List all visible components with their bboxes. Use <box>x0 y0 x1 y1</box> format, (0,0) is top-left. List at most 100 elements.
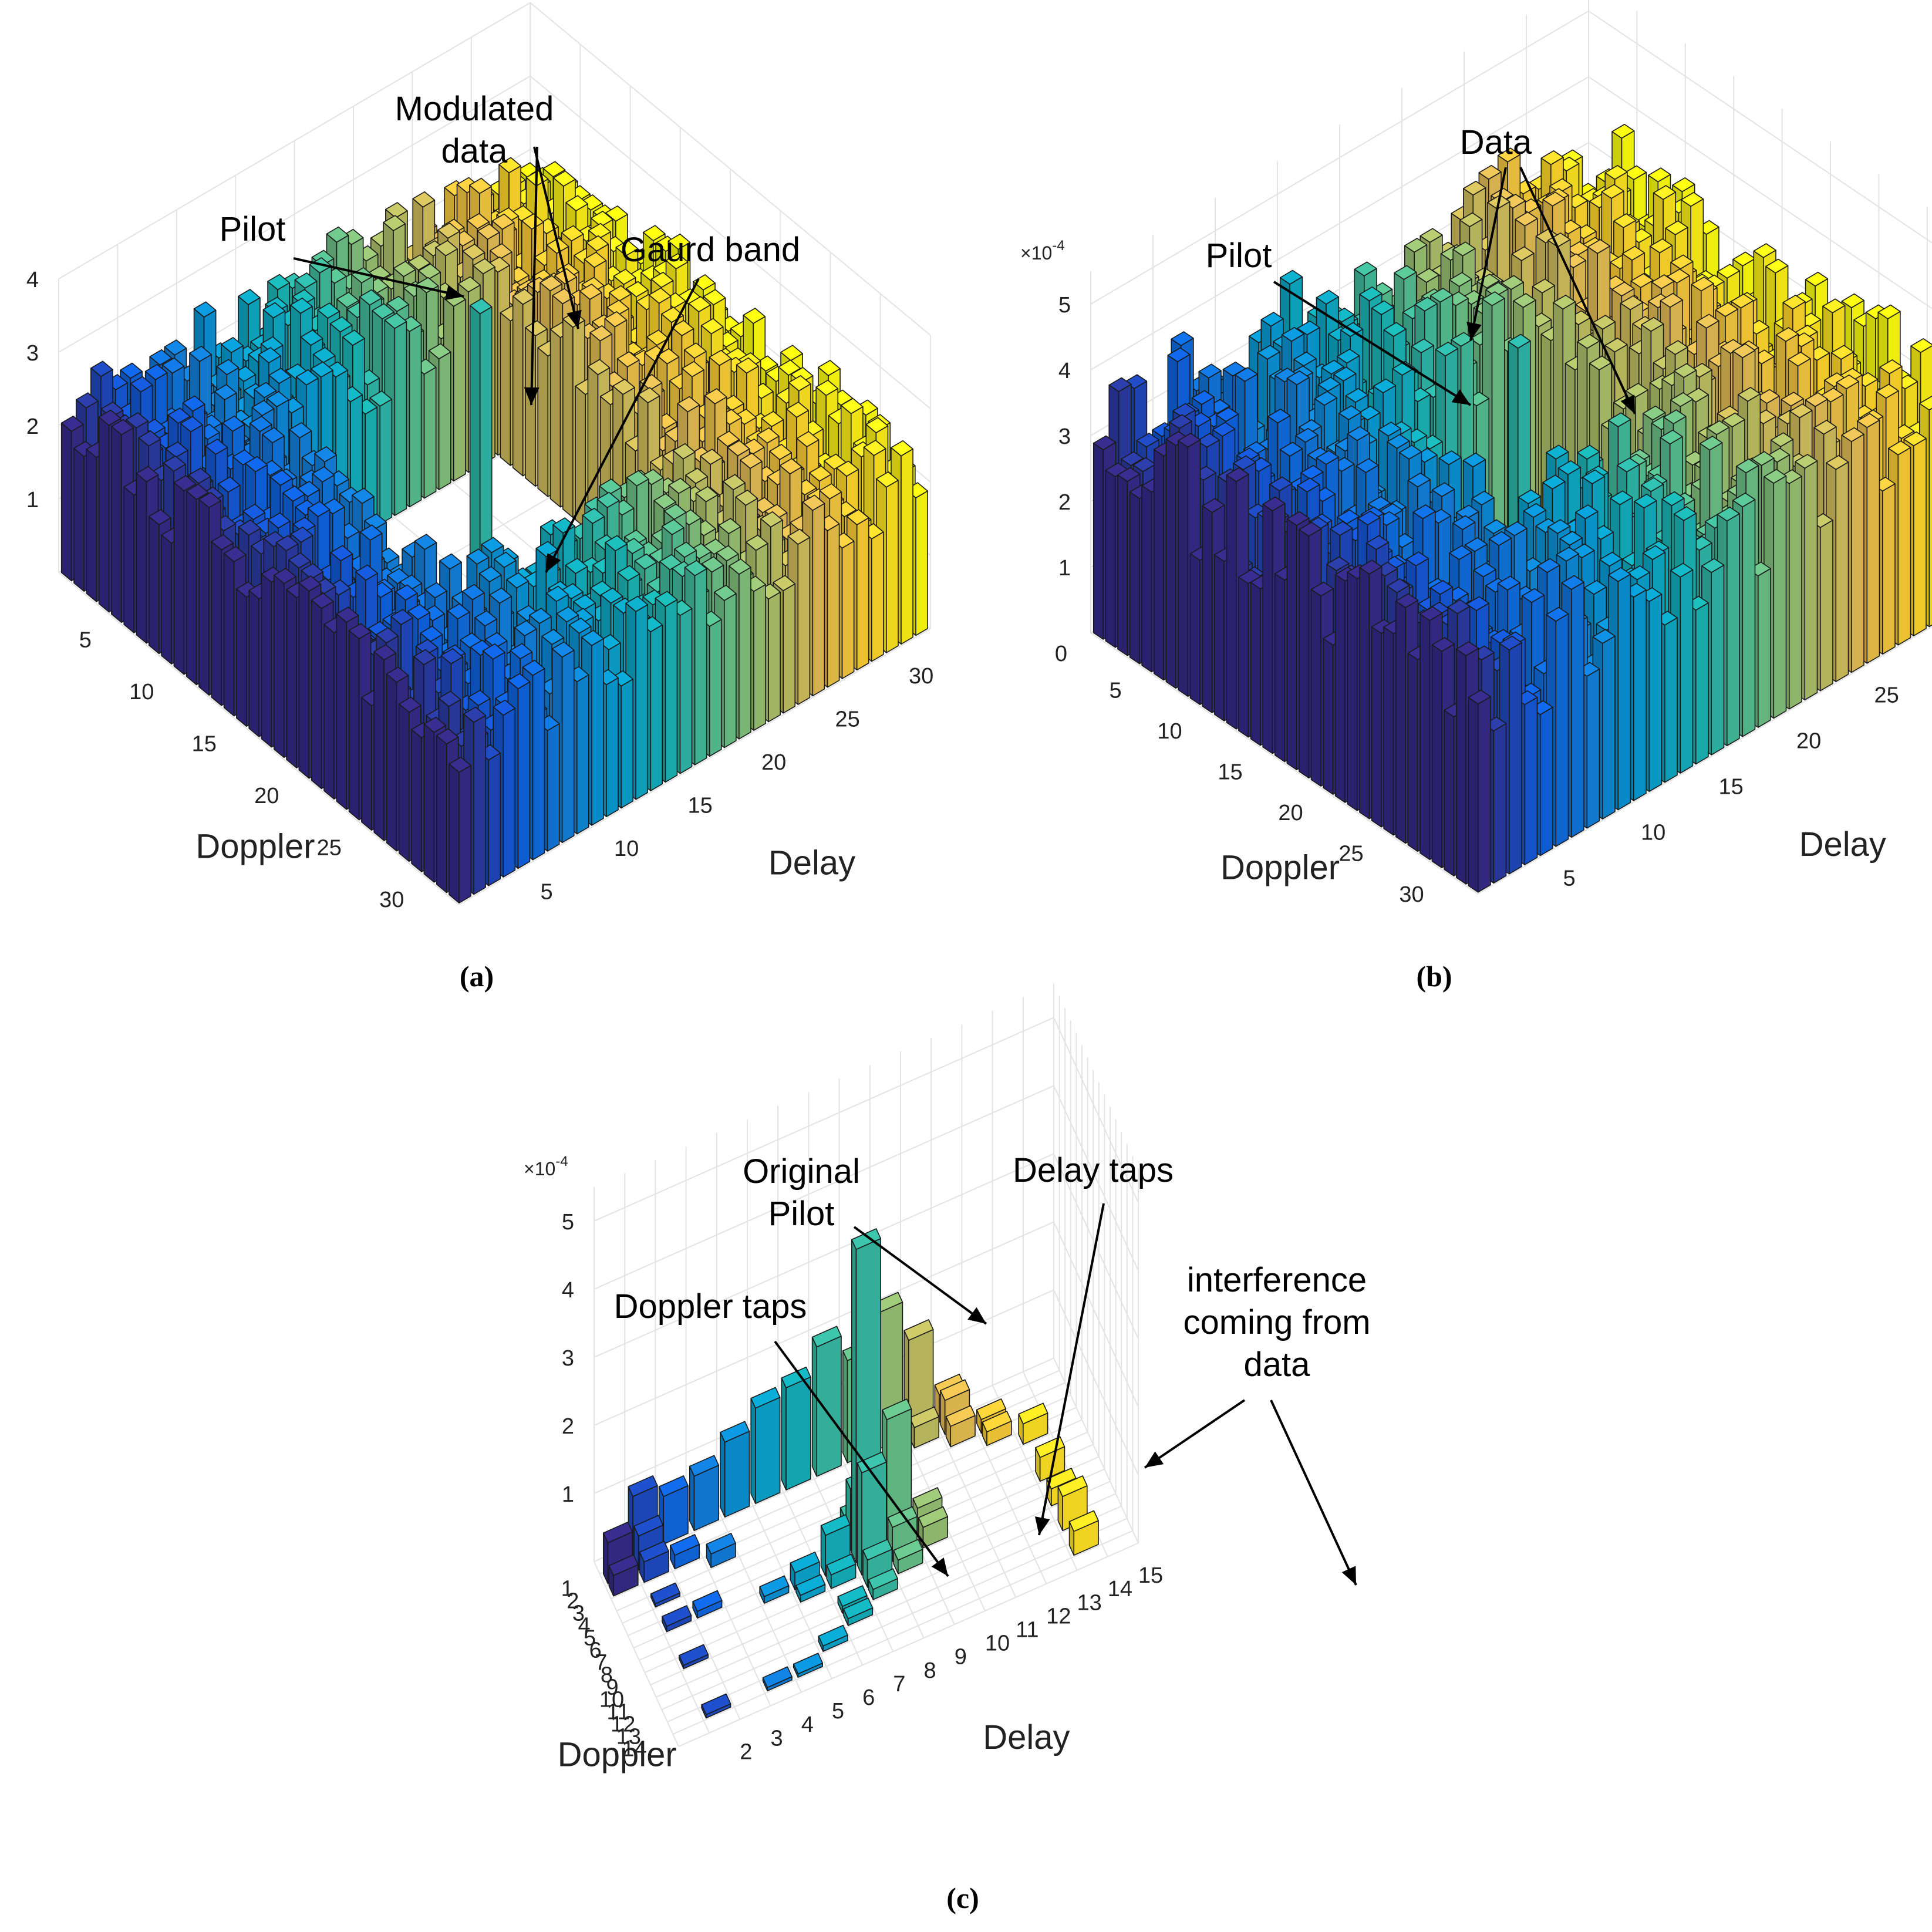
bar-face <box>841 541 855 679</box>
delay-tick-label: 30 <box>909 664 933 689</box>
bar-face <box>626 281 649 298</box>
bar-face <box>407 254 431 271</box>
bar-face <box>373 651 385 841</box>
bar-face <box>723 593 737 748</box>
bar-face <box>438 351 451 490</box>
bar-face <box>547 723 560 852</box>
bar-face <box>665 599 678 783</box>
bar-face <box>537 347 549 497</box>
bar-face <box>123 486 134 633</box>
bar-face <box>477 223 500 240</box>
bar-face <box>871 531 884 662</box>
bar-face <box>709 619 722 757</box>
bar-face <box>667 233 691 250</box>
bar-face <box>379 399 393 525</box>
bar-face <box>500 312 511 466</box>
grid-line <box>58 2 931 336</box>
bar-face <box>173 482 185 675</box>
bars-a <box>60 157 928 903</box>
bar-face <box>323 623 335 800</box>
bar-face <box>453 299 466 482</box>
bar-face <box>473 258 495 275</box>
bar-face <box>540 275 562 292</box>
bar-face <box>886 480 899 653</box>
bar-face <box>901 449 913 645</box>
bar-face <box>590 211 613 227</box>
bar-face <box>409 324 422 508</box>
bar-face <box>783 583 796 714</box>
bar-face <box>615 240 639 257</box>
bar-face <box>73 447 85 592</box>
bar-face <box>512 295 524 477</box>
panel-b: 12345×10-405101520253051015202530Doppler… <box>1020 0 1932 993</box>
bar-face <box>613 268 636 285</box>
bar-face <box>739 567 751 740</box>
bar-face <box>542 161 566 177</box>
panel-label-a: (a) <box>460 960 494 993</box>
bar-face <box>248 590 259 737</box>
bar-face <box>286 589 297 768</box>
bar-face <box>591 638 604 826</box>
doppler-tick-label: 25 <box>317 836 342 861</box>
annotation-label: Gaurd band <box>621 231 800 269</box>
bar-face <box>606 677 619 817</box>
bar-face <box>298 582 310 779</box>
bar-face <box>223 552 235 717</box>
doppler-tick-label: 20 <box>254 784 279 808</box>
bar-face <box>635 604 649 800</box>
bar-face <box>650 271 674 288</box>
bar-face <box>435 240 458 257</box>
doppler-tick-label: 5 <box>79 628 92 653</box>
bar-face <box>398 703 410 862</box>
bar-face <box>827 523 840 688</box>
bar-face <box>161 534 172 665</box>
z-tick-label: 1 <box>26 488 39 512</box>
z-tick-label: 2 <box>26 414 39 439</box>
bar-face <box>311 599 322 790</box>
bar-face <box>111 426 122 623</box>
bar-face <box>294 272 318 289</box>
bar-face <box>576 674 589 835</box>
bar-face <box>532 667 545 861</box>
bar-face <box>383 215 406 231</box>
doppler-tick-label: 15 <box>192 732 217 757</box>
bar-face <box>549 329 561 508</box>
bar-face <box>148 515 160 655</box>
bar-face <box>473 714 486 895</box>
bar-face <box>609 285 632 302</box>
bar-face <box>60 422 72 582</box>
z-tick-label: 3 <box>26 341 39 366</box>
delay-tick-label: 25 <box>835 707 860 731</box>
bar-face <box>86 449 97 602</box>
bar-face <box>768 591 781 723</box>
z-tick-label: 4 <box>26 268 39 292</box>
grid-line <box>58 75 931 409</box>
delay-tick-label: 5 <box>541 879 553 904</box>
bar-face <box>797 537 811 705</box>
annotation-label: Pilot <box>220 210 286 248</box>
bar-face <box>856 517 869 671</box>
bar-face <box>703 289 726 305</box>
bar-face <box>386 673 397 852</box>
bar <box>449 756 471 903</box>
bar-face <box>812 503 825 697</box>
bar-face <box>605 205 628 222</box>
bar-face <box>642 225 666 241</box>
bar-face <box>565 195 589 211</box>
bar-face <box>462 244 485 260</box>
bar-face <box>650 624 663 791</box>
bar-face <box>753 584 766 731</box>
bar-face <box>385 202 408 218</box>
annotation-label: Modulated <box>395 90 554 128</box>
delay-tick-label: 20 <box>761 750 786 775</box>
bar-face <box>521 213 544 230</box>
bar-face <box>393 261 416 277</box>
annotation-label: data <box>441 132 508 170</box>
bar-face <box>561 225 584 242</box>
bar-face <box>348 630 360 821</box>
bar-face <box>236 588 247 727</box>
bar-face <box>503 707 516 878</box>
bar-face <box>336 613 348 810</box>
